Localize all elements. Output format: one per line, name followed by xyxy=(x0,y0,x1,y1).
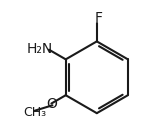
Text: F: F xyxy=(94,11,102,25)
Text: O: O xyxy=(46,97,57,111)
Text: H₂N: H₂N xyxy=(27,42,53,56)
Text: CH₃: CH₃ xyxy=(24,106,47,119)
